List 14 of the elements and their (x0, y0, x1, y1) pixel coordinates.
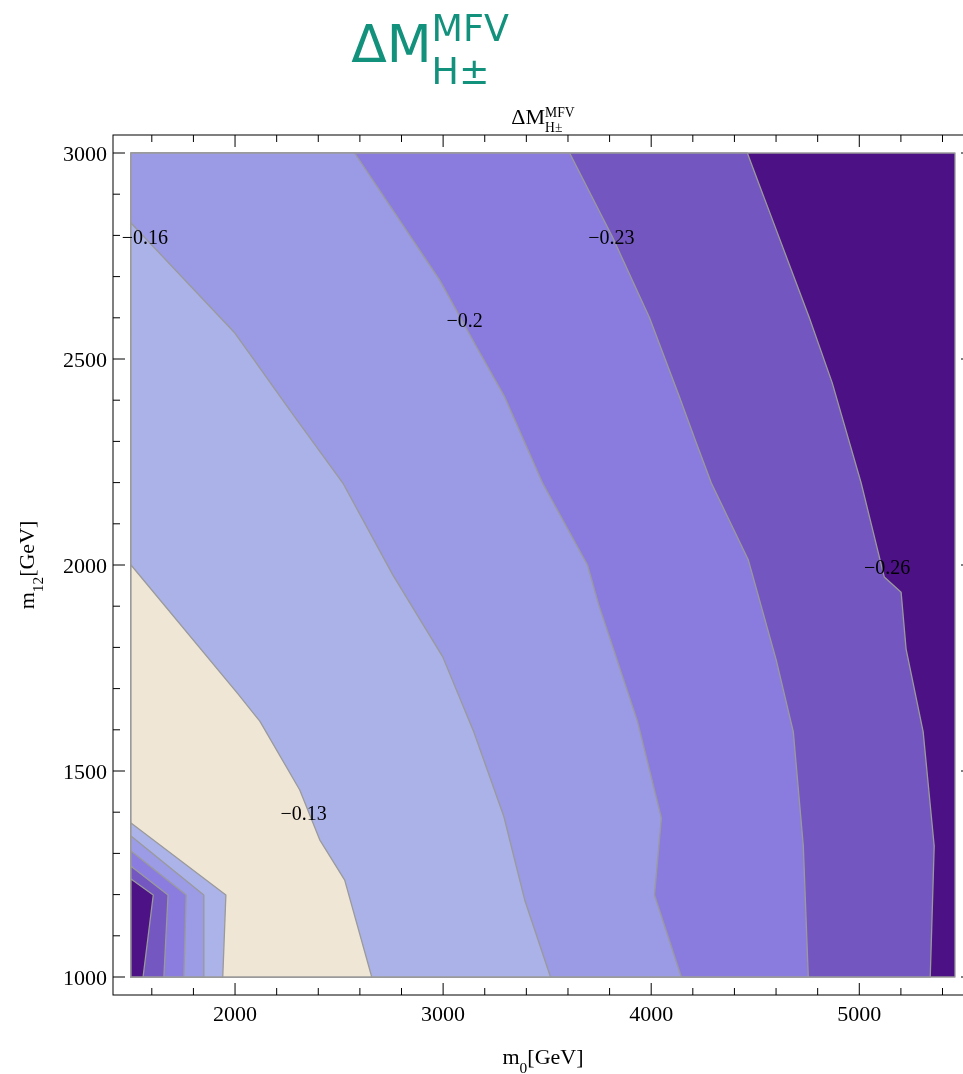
y-tick-label: 2000 (63, 552, 107, 578)
x-tick-label: 3000 (421, 1001, 466, 1026)
annotation: −0.13 (280, 802, 327, 825)
y-tick-label: 2500 (63, 346, 107, 372)
x-axis-title: m$_{0}$[GeV] (502, 1044, 584, 1074)
x-tick-label: 4000 (629, 1001, 674, 1026)
y-tick-label: 1000 (63, 964, 107, 990)
y-tick-label: 1500 (63, 758, 107, 784)
annotation: −0.2 (446, 309, 483, 332)
y-tick-label: 3000 (63, 140, 107, 166)
x-tick-label: 2000 (213, 1001, 258, 1026)
annotation: −0.23 (588, 226, 635, 249)
annotation: −0.16 (121, 226, 169, 249)
x-tick-label: 5000 (837, 1001, 882, 1026)
